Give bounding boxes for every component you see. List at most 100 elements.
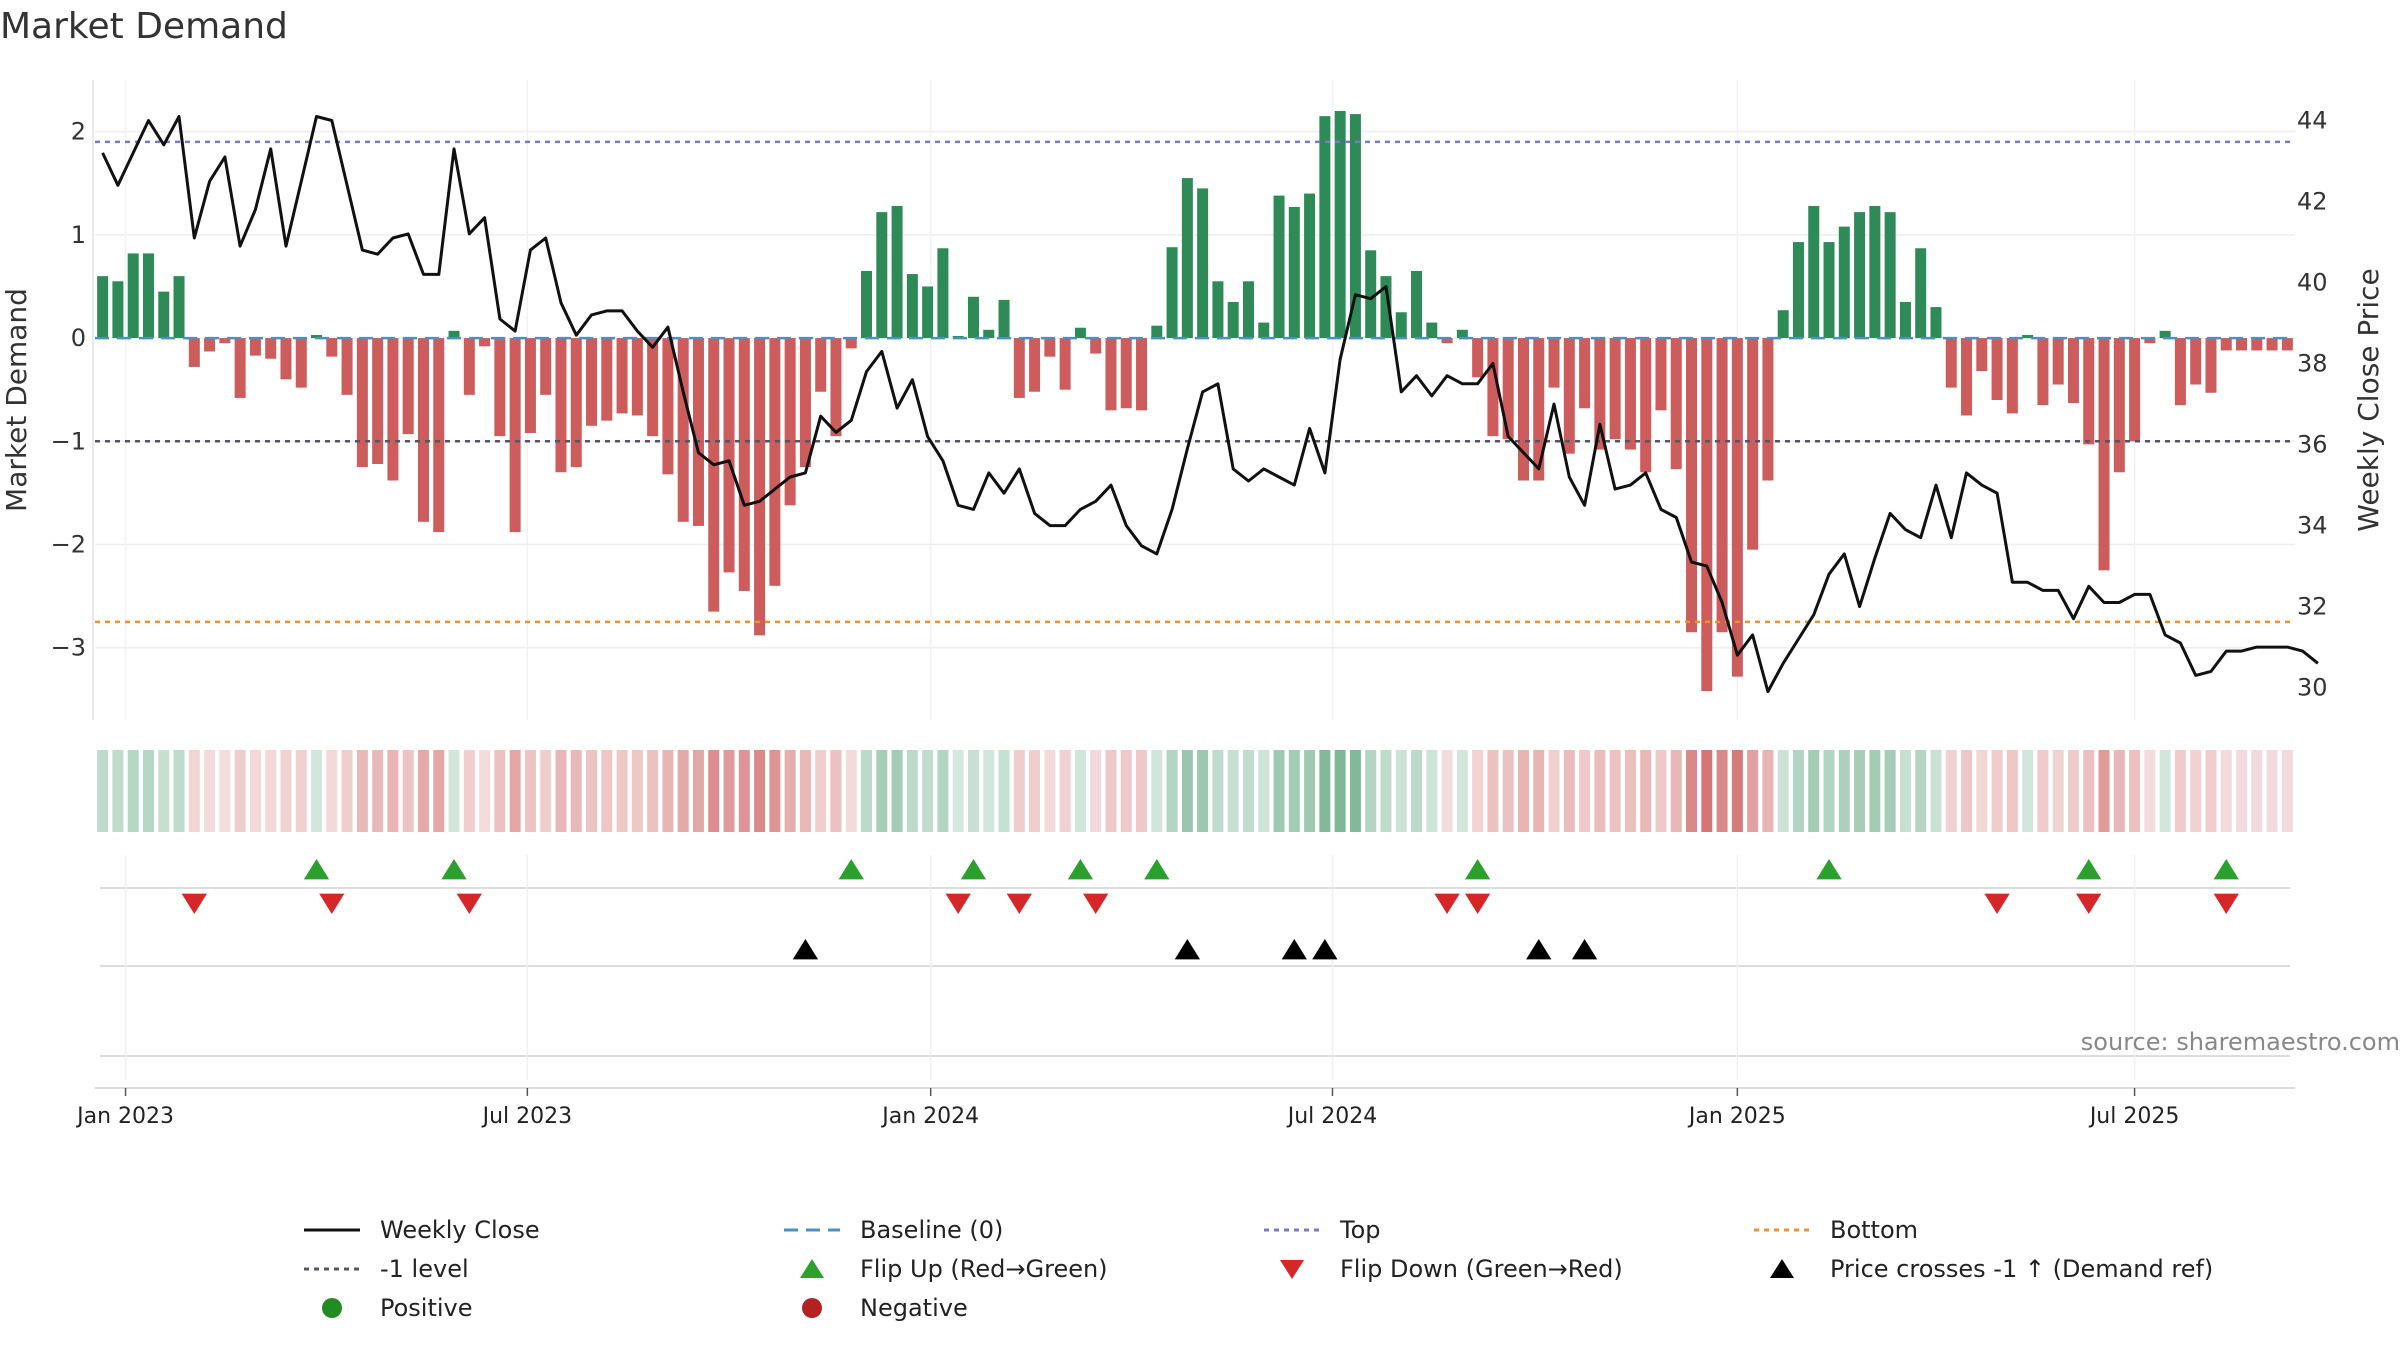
demand-bar <box>509 338 521 533</box>
demand-bar <box>265 338 277 359</box>
demand-bar <box>341 338 353 395</box>
heat-cell <box>845 750 857 832</box>
right-tick-label: 30 <box>2297 674 2328 702</box>
event-markers <box>95 855 2295 1089</box>
demand-bar <box>784 338 796 506</box>
demand-bar <box>662 338 674 475</box>
date-tick-label: Jul 2023 <box>481 1104 573 1129</box>
demand-bar <box>494 338 506 437</box>
demand-bar <box>586 338 598 426</box>
price-cross-marker <box>1526 939 1552 960</box>
heat-cell <box>1090 750 1102 832</box>
heat-cell <box>1426 750 1438 832</box>
heat-cell <box>1197 750 1209 832</box>
heat-cell <box>249 750 261 832</box>
demand-bar <box>769 338 781 586</box>
flip-down-marker <box>319 893 345 914</box>
demand-bar <box>1961 338 1973 416</box>
legend-swatch-icon <box>784 1228 840 1232</box>
heat-cell <box>1533 750 1545 832</box>
heat-cell <box>2098 750 2110 832</box>
heat-cell <box>1624 750 1636 832</box>
heat-cell <box>372 750 384 832</box>
demand-bar <box>249 338 261 356</box>
heat-cell <box>234 750 246 832</box>
heat-cell <box>906 750 918 832</box>
heat-cell <box>433 750 445 832</box>
heat-cell <box>387 750 399 832</box>
legend-item: Bottom <box>1750 1215 1918 1245</box>
demand-bar <box>1029 338 1041 392</box>
demand-bar <box>1579 338 1591 409</box>
demand-bar <box>479 338 491 347</box>
heat-cell <box>1502 750 1514 832</box>
heat-cell <box>1105 750 1117 832</box>
heat-cell <box>1487 750 1499 832</box>
demand-bar <box>906 274 918 339</box>
demand-bar <box>2281 338 2293 351</box>
heat-cell <box>1242 750 1254 832</box>
demand-bar <box>1899 301 1911 339</box>
flip-up-marker <box>303 859 330 880</box>
heat-cell <box>356 750 368 832</box>
heat-cell <box>601 750 613 832</box>
legend-item: Weekly Close <box>300 1215 540 1245</box>
heat-cell <box>2037 750 2049 832</box>
demand-bar <box>173 276 185 339</box>
heat-cell <box>188 750 200 832</box>
heat-cell <box>769 750 781 832</box>
heat-cell <box>494 750 506 832</box>
heat-cell <box>784 750 796 832</box>
heat-cell <box>509 750 521 832</box>
demand-bar <box>1319 116 1331 339</box>
demand-bar <box>570 338 582 468</box>
heat-cell <box>1074 750 1086 832</box>
legend-swatch-icon <box>322 1298 342 1318</box>
demand-bar <box>1594 338 1606 450</box>
heat-cell <box>1976 750 1988 832</box>
heat-cell <box>1472 750 1484 832</box>
demand-bar <box>830 338 842 437</box>
demand-bar <box>1472 338 1484 378</box>
demand-bar <box>708 338 720 612</box>
heat-cell <box>937 750 949 832</box>
heat-cell <box>1609 750 1621 832</box>
demand-bar <box>1059 338 1071 390</box>
heat-cell <box>1563 750 1575 832</box>
demand-bar <box>204 338 216 352</box>
demand-bar <box>1670 338 1682 470</box>
demand-bar <box>754 338 766 636</box>
heat-cell <box>2236 750 2248 832</box>
heat-cell <box>708 750 720 832</box>
demand-bar <box>540 338 552 395</box>
heat-cell <box>1258 750 1270 832</box>
demand-bar <box>1640 338 1652 473</box>
flip-up-marker <box>2213 859 2239 880</box>
demand-bar <box>417 338 429 522</box>
heat-cell <box>922 750 934 832</box>
heat-cell <box>1594 750 1606 832</box>
demand-bar <box>616 338 628 414</box>
demand-bar <box>601 338 613 421</box>
demand-bar <box>402 338 414 435</box>
legend-item: Flip Down (Green→Red) <box>1260 1254 1623 1284</box>
heat-cell <box>1640 750 1652 832</box>
demand-bar <box>1105 338 1117 411</box>
demand-bar <box>1563 338 1575 454</box>
heat-cell <box>2205 750 2217 832</box>
heat-cell <box>1915 750 1927 832</box>
date-axis: Jan 2023 Jul 2023 Jan 2024 Jul 2024 Jan 2025… <box>75 1088 2179 1129</box>
demand-bar <box>1151 325 1163 339</box>
demand-bar <box>188 338 200 367</box>
heat-cell <box>754 750 766 832</box>
demand-bar <box>1304 193 1316 339</box>
legend-label: Negative <box>860 1294 968 1322</box>
demand-bar <box>1747 338 1759 550</box>
demand-bar <box>861 270 873 339</box>
heat-cell <box>1456 750 1468 832</box>
demand-bar <box>1777 310 1789 339</box>
legend-label: Baseline (0) <box>860 1216 1004 1244</box>
heat-cell <box>2174 750 2186 832</box>
flip-up-marker <box>2076 859 2102 880</box>
demand-bar <box>158 291 170 339</box>
